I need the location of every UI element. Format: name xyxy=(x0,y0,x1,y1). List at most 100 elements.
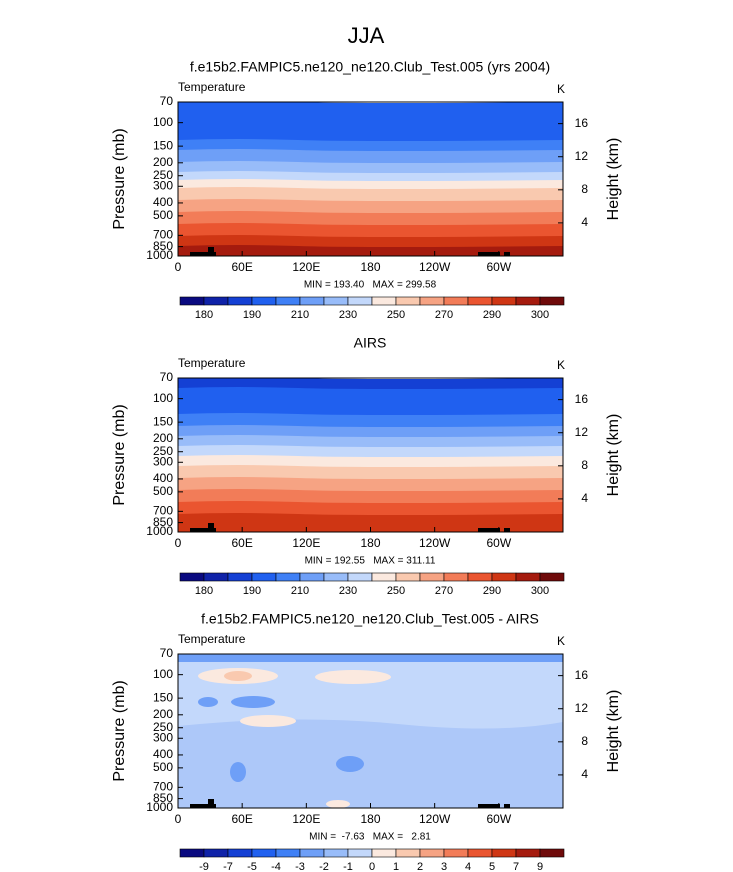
stats: MIN = 193.40 MAX = 299.58 xyxy=(304,280,437,291)
y-tick-label: 200 xyxy=(153,431,173,445)
x-tick-label: 180 xyxy=(360,812,380,826)
colorbar-box xyxy=(395,848,421,858)
x-tick-label: 60W xyxy=(486,536,511,550)
x-tick-label: 120E xyxy=(292,536,320,550)
topography xyxy=(478,528,500,532)
colorbar-box xyxy=(179,848,205,858)
colorbar-label: 250 xyxy=(387,585,405,597)
y2-tick-label: 16 xyxy=(575,116,589,130)
colorbar-box xyxy=(299,848,325,858)
colorbar-box xyxy=(467,572,493,582)
contour-band xyxy=(178,513,563,532)
colorbar-label: 180 xyxy=(195,309,213,321)
y-tick-label: 500 xyxy=(153,484,173,498)
contour-band xyxy=(178,425,563,437)
colorbar-label: 250 xyxy=(387,309,405,321)
y-tick-label: 300 xyxy=(153,730,173,744)
topography xyxy=(190,252,208,256)
colorbar-label: 230 xyxy=(339,585,357,597)
colorbar-label: 1 xyxy=(393,861,399,872)
y2-tick-label: 12 xyxy=(575,149,589,163)
field xyxy=(178,102,563,256)
x-tick-label: 180 xyxy=(360,536,380,550)
colorbar-box xyxy=(227,572,253,582)
topography xyxy=(208,799,214,808)
colorbar-label: 9 xyxy=(537,861,543,872)
colorbar-label: 2 xyxy=(417,861,423,872)
y2-tick-label: 8 xyxy=(581,182,588,196)
field xyxy=(178,654,563,808)
y-tick-label: 1000 xyxy=(146,800,173,814)
colorbar-label: 180 xyxy=(195,585,213,597)
y2-tick-label: 4 xyxy=(581,215,588,229)
colorbar-label: -3 xyxy=(295,861,305,872)
y2-tick-label: 12 xyxy=(575,425,589,439)
colorbar-box xyxy=(539,848,565,858)
colorbar-box xyxy=(251,296,277,306)
colorbar-box xyxy=(371,848,397,858)
x-tick-label: 0 xyxy=(175,260,182,274)
colorbar-box xyxy=(467,848,493,858)
colorbar-box xyxy=(251,572,277,582)
colorbar-box xyxy=(179,572,205,582)
x-tick-label: 120W xyxy=(419,536,451,550)
y-axis-title: Pressure (mb) xyxy=(111,128,128,229)
y-tick-label: 1000 xyxy=(146,524,173,538)
y2-tick-label: 8 xyxy=(581,734,588,748)
contour-band xyxy=(178,435,563,447)
contour-band xyxy=(178,477,563,491)
y2-tick-label: 8 xyxy=(581,458,588,472)
colorbar-label: -2 xyxy=(319,861,329,872)
y-tick-label: 200 xyxy=(153,155,173,169)
colorbar-box xyxy=(395,296,421,306)
panel: f.e15b2.FAMPIC5.ne120_ne120.Club_Test.00… xyxy=(111,611,622,872)
contour-band xyxy=(178,149,563,163)
y-tick-label: 700 xyxy=(153,504,173,518)
contour-band xyxy=(178,465,563,479)
colorbar-box xyxy=(299,572,325,582)
contour-band xyxy=(178,139,563,151)
y-tick-label: 400 xyxy=(153,471,173,485)
x-tick-label: 60W xyxy=(486,812,511,826)
stats: MIN = -7.63 MAX = 2.81 xyxy=(309,832,431,843)
variable-label: Temperature xyxy=(178,632,246,646)
colorbar-box xyxy=(227,848,253,858)
colorbar-box xyxy=(347,572,373,582)
panel-title: f.e15b2.FAMPIC5.ne120_ne120.Club_Test.00… xyxy=(201,611,539,627)
colorbar-box xyxy=(419,848,445,858)
colorbar-label: 190 xyxy=(243,309,261,321)
colorbar-label: 290 xyxy=(483,309,501,321)
colorbar-box xyxy=(515,572,541,582)
x-tick-label: 120W xyxy=(419,812,451,826)
colorbar-box xyxy=(347,848,373,858)
colorbar-box xyxy=(443,572,469,582)
contour-band xyxy=(240,715,296,727)
y-tick-label: 150 xyxy=(153,138,173,152)
units-label: K xyxy=(557,82,565,96)
colorbar-label: -5 xyxy=(247,861,257,872)
contour-band xyxy=(178,211,563,225)
colorbar-label: -1 xyxy=(343,861,353,872)
colorbar-box xyxy=(275,848,301,858)
x-tick-label: 60W xyxy=(486,260,511,274)
y-tick-label: 400 xyxy=(153,747,173,761)
x-tick-label: 120E xyxy=(292,260,320,274)
colorbar-box xyxy=(203,572,229,582)
colorbar-label: 5 xyxy=(489,861,495,872)
stats: MIN = 192.55 MAX = 311.11 xyxy=(305,556,436,567)
y-tick-label: 250 xyxy=(153,444,173,458)
y-tick-label: 500 xyxy=(153,760,173,774)
colorbar-label: -4 xyxy=(271,861,281,872)
contour-band xyxy=(230,762,246,782)
colorbar-label: 230 xyxy=(339,309,357,321)
topography xyxy=(190,804,208,808)
colorbar-label: -9 xyxy=(199,861,209,872)
y-tick-label: 300 xyxy=(153,454,173,468)
panel: f.e15b2.FAMPIC5.ne120_ne120.Club_Test.00… xyxy=(111,59,622,321)
y-tick-label: 700 xyxy=(153,228,173,242)
colorbar-box xyxy=(467,296,493,306)
x-tick-label: 120W xyxy=(419,260,451,274)
contour-band xyxy=(178,245,563,256)
contour-band xyxy=(178,654,563,662)
